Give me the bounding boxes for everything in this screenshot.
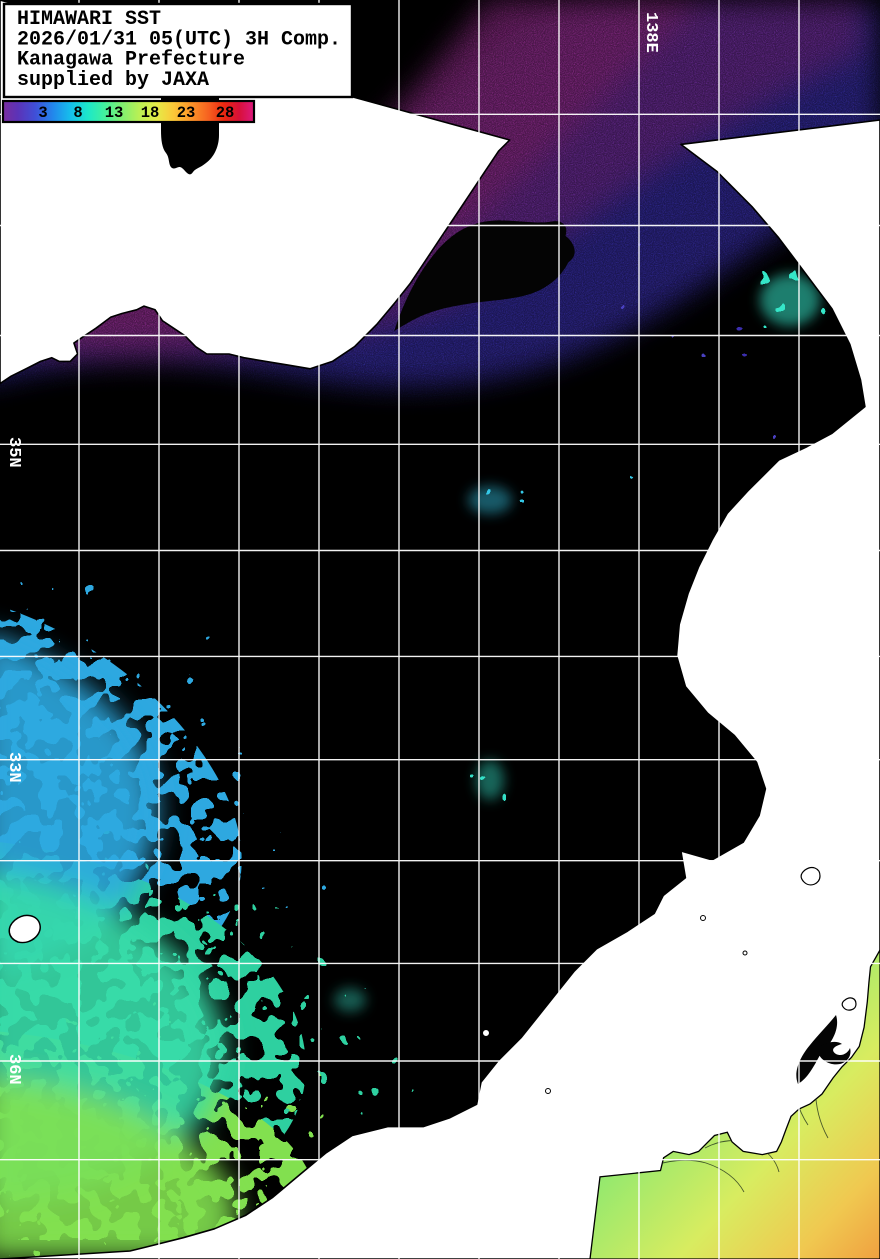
svg-text:18: 18 (141, 104, 160, 122)
svg-text:23: 23 (177, 104, 196, 122)
svg-text:8: 8 (73, 104, 82, 122)
svg-text:28: 28 (216, 104, 235, 122)
svg-text:35N: 35N (4, 437, 23, 468)
svg-text:138E: 138E (641, 12, 660, 53)
svg-text:33N: 33N (4, 752, 23, 783)
svg-text:13: 13 (105, 104, 124, 122)
svg-text:36N: 36N (4, 1054, 23, 1085)
svg-text:supplied by JAXA: supplied by JAXA (17, 69, 209, 92)
svg-text:3: 3 (38, 104, 47, 122)
